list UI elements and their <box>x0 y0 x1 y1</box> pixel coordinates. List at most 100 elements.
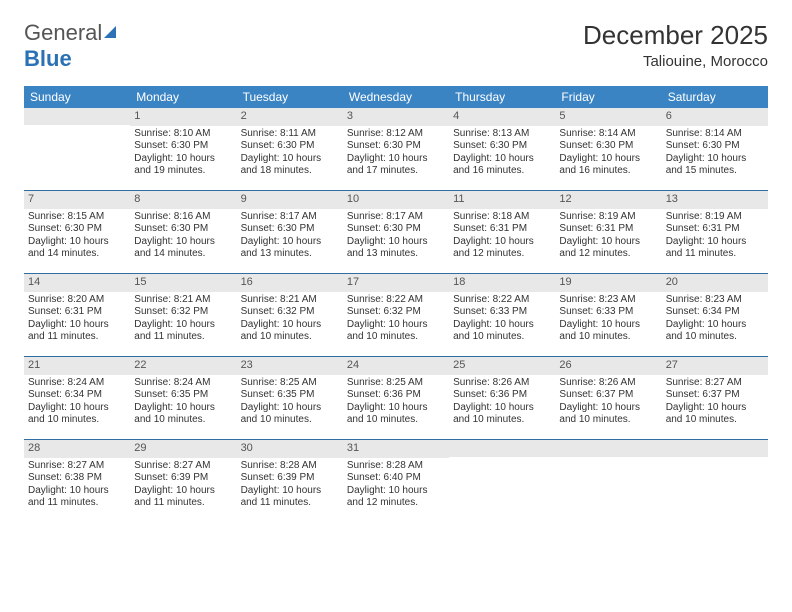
day-line: Sunrise: 8:17 AM <box>241 211 339 224</box>
day-line: Sunrise: 8:27 AM <box>28 460 126 473</box>
page-subtitle: Taliouine, Morocco <box>583 53 768 70</box>
week-row: 7Sunrise: 8:15 AMSunset: 6:30 PMDaylight… <box>24 190 768 273</box>
day-body: Sunrise: 8:15 AMSunset: 6:30 PMDaylight:… <box>24 211 130 261</box>
day-body: Sunrise: 8:21 AMSunset: 6:32 PMDaylight:… <box>237 294 343 344</box>
daynum: 30 <box>237 440 343 458</box>
day-line: Sunset: 6:31 PM <box>559 223 657 236</box>
day-line: Daylight: 10 hours and 10 minutes. <box>559 402 657 427</box>
day-line: Sunset: 6:32 PM <box>134 306 232 319</box>
day-cell: 2Sunrise: 8:11 AMSunset: 6:30 PMDaylight… <box>237 108 343 190</box>
day-line: Daylight: 10 hours and 16 minutes. <box>559 153 657 178</box>
day-line: Sunrise: 8:26 AM <box>453 377 551 390</box>
day-cell: 28Sunrise: 8:27 AMSunset: 6:38 PMDayligh… <box>24 440 130 522</box>
day-cell: 22Sunrise: 8:24 AMSunset: 6:35 PMDayligh… <box>130 357 236 439</box>
day-body: Sunrise: 8:20 AMSunset: 6:31 PMDaylight:… <box>24 294 130 344</box>
day-line: Sunset: 6:33 PM <box>453 306 551 319</box>
day-cell <box>662 440 768 522</box>
day-body: Sunrise: 8:22 AMSunset: 6:32 PMDaylight:… <box>343 294 449 344</box>
day-cell: 31 Sunrise: 8:28 AMSunset: 6:40 PMDayligh… <box>343 440 449 522</box>
day-line: Daylight: 10 hours and 18 minutes. <box>241 153 339 178</box>
day-body: Sunrise: 8:22 AMSunset: 6:33 PMDaylight:… <box>449 294 555 344</box>
daynum: 20 <box>662 274 768 292</box>
day-line: Daylight: 10 hours and 10 minutes. <box>559 319 657 344</box>
day-line: Daylight: 10 hours and 10 minutes. <box>453 319 551 344</box>
day-line: Sunset: 6:37 PM <box>559 389 657 402</box>
day-line: Daylight: 10 hours and 11 minutes. <box>666 236 764 261</box>
dayheader-row: SundayMondayTuesdayWednesdayThursdayFrid… <box>24 86 768 108</box>
day-line: Daylight: 10 hours and 10 minutes. <box>453 402 551 427</box>
dayheader: Friday <box>555 86 661 108</box>
day-line: Sunset: 6:30 PM <box>241 223 339 236</box>
day-body: Sunrise: 8:27 AMSunset: 6:37 PMDaylight:… <box>662 377 768 427</box>
day-line: Sunset: 6:30 PM <box>241 140 339 153</box>
day-body: Sunrise: 8:17 AMSunset: 6:30 PMDaylight:… <box>343 211 449 261</box>
day-line: Daylight: 10 hours and 10 minutes. <box>134 402 232 427</box>
daynum: 4 <box>449 108 555 126</box>
day-body: Sunrise: 8:24 AMSunset: 6:35 PMDaylight:… <box>130 377 236 427</box>
day-cell: 5Sunrise: 8:14 AMSunset: 6:30 PMDaylight… <box>555 108 661 190</box>
day-body: Sunrise: 8:27 AMSunset: 6:39 PMDaylight:… <box>130 460 236 510</box>
day-line: Sunrise: 8:14 AM <box>559 128 657 141</box>
day-cell <box>449 440 555 522</box>
logo-text: GeneralBlue <box>24 20 122 72</box>
day-line: Daylight: 10 hours and 15 minutes. <box>666 153 764 178</box>
day-line: Daylight: 10 hours and 12 minutes. <box>453 236 551 261</box>
day-line: Sunrise: 8:23 AM <box>666 294 764 307</box>
day-cell: 6Sunrise: 8:14 AMSunset: 6:30 PMDaylight… <box>662 108 768 190</box>
sail-icon <box>102 20 122 46</box>
day-body: Sunrise: 8:26 AMSunset: 6:37 PMDaylight:… <box>555 377 661 427</box>
day-cell: 27Sunrise: 8:27 AMSunset: 6:37 PMDayligh… <box>662 357 768 439</box>
daynum: 11 <box>449 191 555 209</box>
dayheader: Saturday <box>662 86 768 108</box>
day-line: Sunset: 6:37 PM <box>666 389 764 402</box>
day-body: Sunrise: 8:16 AMSunset: 6:30 PMDaylight:… <box>130 211 236 261</box>
day-line: Sunset: 6:40 PM <box>347 472 445 485</box>
day-line: Daylight: 10 hours and 11 minutes. <box>134 319 232 344</box>
week-row: 1Sunrise: 8:10 AMSunset: 6:30 PMDaylight… <box>24 108 768 190</box>
daynum: 17 <box>343 274 449 292</box>
title-block: December 2025 Taliouine, Morocco <box>583 20 768 70</box>
day-line: Sunset: 6:32 PM <box>241 306 339 319</box>
day-body: Sunrise: 8:23 AMSunset: 6:34 PMDaylight:… <box>662 294 768 344</box>
day-line: Sunset: 6:30 PM <box>666 140 764 153</box>
day-line: Sunset: 6:31 PM <box>453 223 551 236</box>
day-cell: 19Sunrise: 8:23 AMSunset: 6:33 PMDayligh… <box>555 274 661 356</box>
day-line: Daylight: 10 hours and 19 minutes. <box>134 153 232 178</box>
day-line: Sunrise: 8:10 AM <box>134 128 232 141</box>
day-cell: 4Sunrise: 8:13 AMSunset: 6:30 PMDaylight… <box>449 108 555 190</box>
day-line: Daylight: 10 hours and 10 minutes. <box>241 319 339 344</box>
day-line: Sunrise: 8:28 AM <box>347 460 445 473</box>
day-line: Daylight: 10 hours and 10 minutes. <box>241 402 339 427</box>
logo-word2: Blue <box>24 46 72 71</box>
day-body: Sunrise: 8:17 AMSunset: 6:30 PMDaylight:… <box>237 211 343 261</box>
day-body: Sunrise: 8:28 AMSunset: 6:40 PMDaylight:… <box>343 460 449 510</box>
day-line: Sunset: 6:35 PM <box>241 389 339 402</box>
day-line: Daylight: 10 hours and 10 minutes. <box>347 402 445 427</box>
day-body: Sunrise: 8:24 AMSunset: 6:34 PMDaylight:… <box>24 377 130 427</box>
daynum: 2 <box>237 108 343 126</box>
day-line: Daylight: 10 hours and 11 minutes. <box>28 485 126 510</box>
day-line: Daylight: 10 hours and 11 minutes. <box>134 485 232 510</box>
day-line: Sunrise: 8:15 AM <box>28 211 126 224</box>
daynum: 31 <box>343 440 449 458</box>
day-cell <box>24 108 130 190</box>
calendar: SundayMondayTuesdayWednesdayThursdayFrid… <box>24 86 768 522</box>
day-line: Daylight: 10 hours and 10 minutes. <box>347 319 445 344</box>
day-cell: 8Sunrise: 8:16 AMSunset: 6:30 PMDaylight… <box>130 191 236 273</box>
dayheader: Monday <box>130 86 236 108</box>
day-line: Sunrise: 8:27 AM <box>134 460 232 473</box>
day-line: Sunrise: 8:22 AM <box>347 294 445 307</box>
day-body: Sunrise: 8:26 AMSunset: 6:36 PMDaylight:… <box>449 377 555 427</box>
daynum: 26 <box>555 357 661 375</box>
day-line: Sunrise: 8:14 AM <box>666 128 764 141</box>
day-cell: 10Sunrise: 8:17 AMSunset: 6:30 PMDayligh… <box>343 191 449 273</box>
day-body: Sunrise: 8:19 AMSunset: 6:31 PMDaylight:… <box>662 211 768 261</box>
logo-word1: General <box>24 20 102 45</box>
daynum <box>24 108 130 125</box>
day-body: Sunrise: 8:14 AMSunset: 6:30 PMDaylight:… <box>662 128 768 178</box>
day-body: Sunrise: 8:12 AMSunset: 6:30 PMDaylight:… <box>343 128 449 178</box>
daynum <box>555 440 661 457</box>
daynum: 24 <box>343 357 449 375</box>
day-line: Daylight: 10 hours and 12 minutes. <box>347 485 445 510</box>
day-cell: 1Sunrise: 8:10 AMSunset: 6:30 PMDaylight… <box>130 108 236 190</box>
